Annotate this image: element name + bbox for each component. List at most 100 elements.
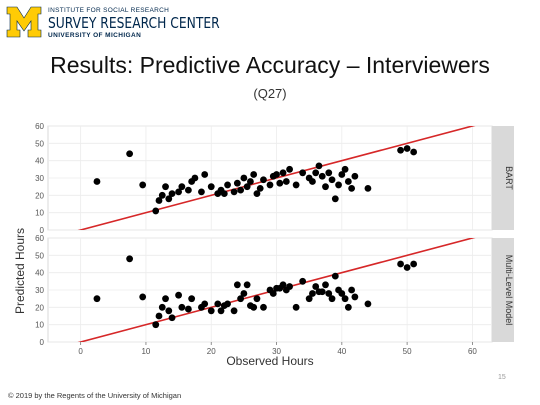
- data-point: [162, 183, 169, 191]
- university-logo: INSTITUTE FOR SOCIAL RESEARCH SURVEY RES…: [6, 6, 220, 40]
- data-point: [184, 305, 192, 313]
- data-point: [403, 145, 411, 152]
- data-point: [237, 295, 245, 303]
- panel-bart: 0 10 20 30 40 50 60 BART: [35, 122, 514, 235]
- y-axis-label: Predicted Hours: [13, 228, 27, 314]
- data-point: [139, 293, 147, 301]
- panel-strip-label: Multi-Level Model: [504, 255, 514, 326]
- data-point: [240, 290, 248, 297]
- y-tick-label: 10: [35, 209, 44, 218]
- data-point: [175, 291, 182, 299]
- data-point: [269, 290, 277, 297]
- scatter-chart: Predicted Hours Observed Hours 0 10 20 30 40…: [10, 118, 525, 375]
- data-point: [152, 207, 160, 215]
- data-point: [282, 178, 290, 185]
- data-point: [266, 181, 274, 189]
- panel-strip: [492, 126, 514, 230]
- data-point: [201, 300, 209, 308]
- data-point: [318, 172, 326, 180]
- chart-canvas: Predicted Hours Observed Hours 0 10 20 30 40…: [13, 122, 514, 368]
- data-point: [256, 185, 264, 192]
- data-point: [341, 165, 349, 173]
- data-point: [165, 195, 173, 203]
- data-point: [243, 183, 251, 191]
- panel-multi-level-model: 0 10 20 30 40 50 60 Multi-Level Model: [35, 234, 514, 347]
- data-point: [240, 174, 248, 182]
- y-tick-label: 30: [35, 286, 44, 295]
- data-point: [126, 150, 134, 158]
- data-point: [338, 171, 346, 178]
- data-point: [155, 197, 163, 204]
- data-point: [224, 181, 231, 189]
- data-point: [286, 165, 293, 173]
- data-point: [184, 186, 192, 194]
- data-point: [322, 281, 329, 289]
- data-point: [315, 162, 323, 170]
- data-point: [207, 183, 215, 191]
- data-point: [217, 307, 225, 315]
- y-tick-label: 0: [40, 226, 45, 235]
- data-point: [338, 290, 346, 297]
- data-point: [162, 295, 169, 303]
- data-point: [344, 178, 352, 185]
- reference-line: [77, 126, 476, 230]
- data-point: [335, 181, 342, 189]
- slide-subtitle: (Q27): [253, 86, 287, 101]
- page-number: 15: [498, 374, 506, 381]
- data-point: [93, 295, 101, 303]
- data-point: [299, 169, 307, 177]
- logo-university-text: UNIVERSITY OF MICHIGAN: [48, 32, 142, 39]
- data-point: [292, 181, 300, 189]
- data-point: [344, 303, 352, 311]
- data-point: [318, 288, 326, 296]
- data-point: [253, 190, 261, 197]
- data-point: [364, 185, 372, 192]
- y-tick-label: 40: [35, 269, 44, 278]
- block-m-icon: [6, 6, 42, 38]
- data-point: [93, 178, 101, 185]
- data-point: [198, 188, 205, 196]
- data-point: [253, 295, 261, 303]
- data-point: [233, 179, 241, 187]
- data-point: [348, 286, 356, 294]
- panel-strip-label: BART: [504, 166, 514, 190]
- data-point: [178, 303, 186, 311]
- data-point: [214, 300, 222, 308]
- data-point: [312, 283, 320, 290]
- data-point: [220, 190, 228, 197]
- copyright-footer: © 2019 by the Regents of the University …: [8, 391, 182, 400]
- data-point: [247, 178, 254, 185]
- data-point: [309, 290, 316, 297]
- data-point: [207, 307, 215, 315]
- data-point: [191, 174, 199, 182]
- y-tick-label: 50: [35, 139, 44, 148]
- x-tick-label: 0: [78, 347, 83, 356]
- data-point: [299, 277, 307, 285]
- data-point: [178, 183, 186, 191]
- data-point: [188, 295, 196, 303]
- data-point: [168, 190, 176, 197]
- panel-strip: [492, 238, 514, 342]
- data-point: [410, 260, 418, 268]
- data-point: [165, 307, 173, 315]
- data-point: [325, 169, 333, 177]
- data-point: [351, 293, 359, 301]
- data-point: [279, 169, 287, 177]
- data-point: [175, 188, 182, 196]
- logo-center-text: SURVEY RESEARCH CENTER: [48, 14, 220, 32]
- data-point: [233, 281, 241, 289]
- data-point: [126, 255, 134, 263]
- y-tick-label: 60: [35, 122, 44, 131]
- data-point: [168, 314, 176, 322]
- data-point: [243, 281, 251, 289]
- logo-institute-text: INSTITUTE FOR SOCIAL RESEARCH: [48, 7, 170, 14]
- data-point: [279, 281, 287, 289]
- x-tick-label: 10: [141, 347, 150, 356]
- data-point: [322, 183, 329, 191]
- data-point: [201, 171, 209, 178]
- slide-title: Results: Predictive Accuracy – Interview…: [50, 52, 490, 78]
- data-point: [331, 272, 339, 280]
- x-tick-label: 40: [337, 347, 346, 356]
- data-point: [351, 172, 359, 180]
- data-point: [410, 148, 418, 156]
